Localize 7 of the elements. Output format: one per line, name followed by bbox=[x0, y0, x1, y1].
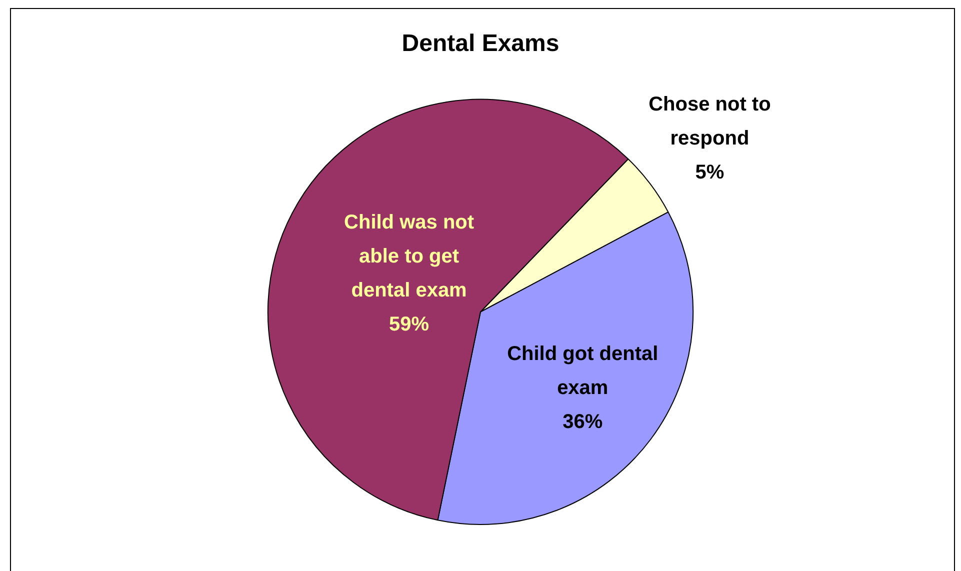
slice-label: Child got dental exam bbox=[507, 342, 658, 399]
chart-title: Dental Exams bbox=[402, 30, 560, 58]
slice-label: Chose not to respond bbox=[648, 94, 771, 150]
slice-label: Child was not able to get dental exam bbox=[344, 212, 474, 302]
data-label: 36% bbox=[562, 410, 603, 433]
data-label: 5% bbox=[695, 162, 724, 184]
data-label: 59% bbox=[389, 314, 430, 336]
